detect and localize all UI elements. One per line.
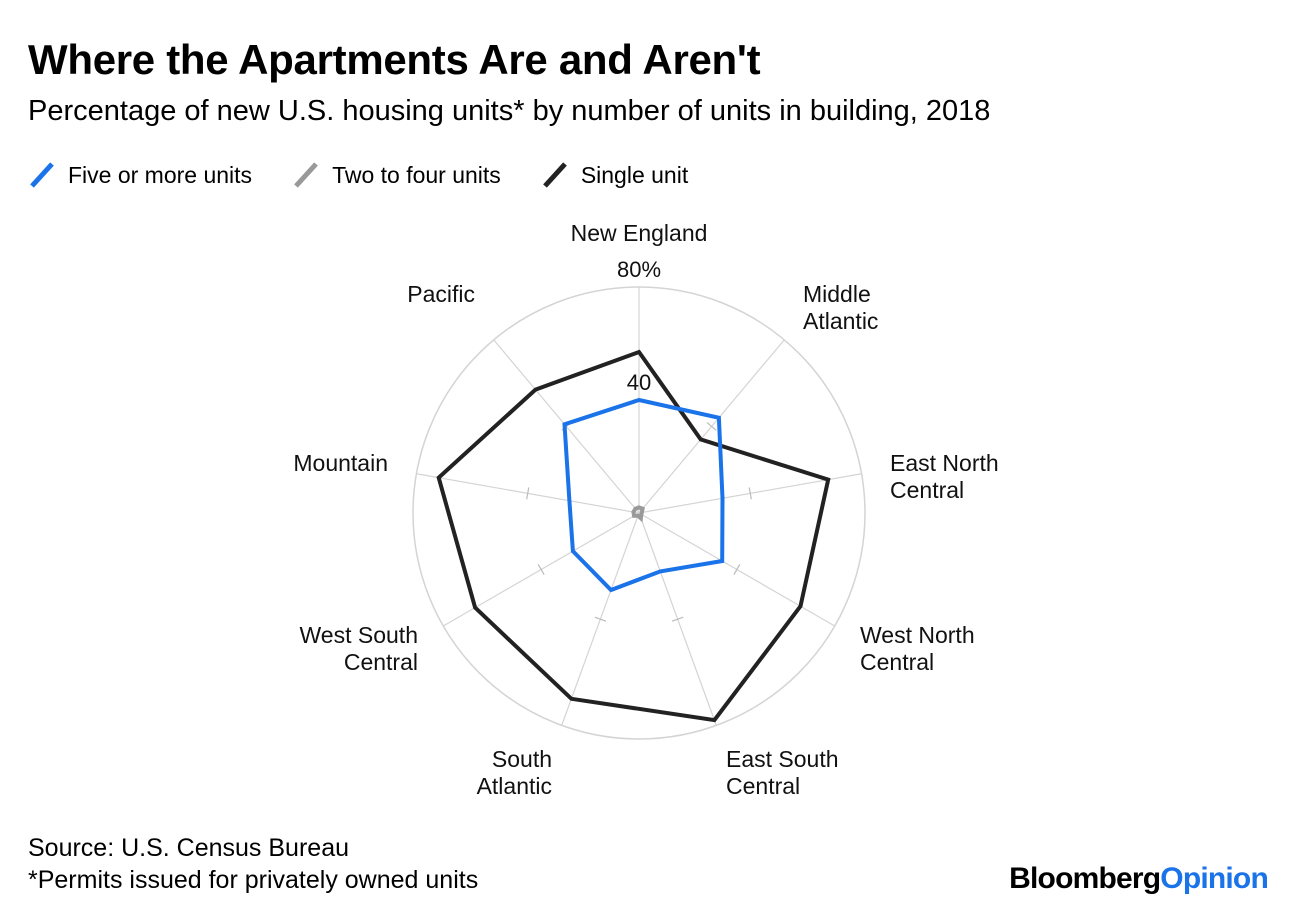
chart-subtitle: Percentage of new U.S. housing units* by… — [28, 95, 991, 127]
category-label: Mountain — [293, 450, 388, 476]
category-label: West North — [860, 622, 975, 648]
bloomberg-opinion-logo: BloombergOpinion — [1009, 862, 1269, 896]
legend-item-five-or-more: Five or more units — [28, 161, 252, 189]
category-label: East North — [890, 450, 999, 476]
chart-title: Where the Apartments Are and Aren't — [28, 36, 761, 83]
category-label: Central — [726, 773, 800, 799]
category-label: New England — [571, 220, 708, 246]
series-line-five-or-more-units — [562, 397, 725, 593]
grid-tick-40 — [706, 422, 717, 431]
legend-item-two-to-four: Two to four units — [292, 161, 501, 189]
category-label: Middle — [803, 281, 871, 307]
category-label: Atlantic — [803, 308, 878, 334]
grid-tick-40 — [526, 487, 530, 500]
legend-label-single-unit: Single unit — [580, 161, 689, 188]
series-line-single-unit — [436, 349, 831, 723]
grid-tick-40 — [671, 616, 684, 622]
logo-suffix: Opinion — [1160, 862, 1269, 895]
source-text: Source: U.S. Census Bureau — [28, 834, 349, 862]
grid-tick-40 — [748, 487, 752, 500]
radar-series — [436, 349, 831, 723]
grid-tick-40 — [537, 564, 545, 575]
grid-tick-40 — [594, 616, 607, 622]
grid-tick-40 — [733, 564, 741, 575]
legend-item-single-unit: Single unit — [541, 161, 688, 189]
category-label: South — [492, 746, 552, 772]
category-label: Central — [860, 649, 934, 675]
legend-swatch-five-or-more — [30, 162, 54, 188]
category-label: Pacific — [407, 281, 475, 307]
radial-tick-label: 40 — [627, 370, 651, 395]
category-label: Atlantic — [477, 773, 552, 799]
category-label: West South — [300, 622, 418, 648]
legend: Five or more units Two to four units Sin… — [28, 158, 728, 192]
footnote-text: *Permits issued for privately owned unit… — [28, 866, 479, 894]
legend-label-two-to-four: Two to four units — [332, 161, 501, 188]
category-label: East South — [726, 746, 839, 772]
radial-tick-label: 80% — [617, 257, 661, 282]
logo-brand: Bloomberg — [1009, 862, 1161, 895]
legend-swatch-two-to-four — [294, 162, 318, 188]
series-line-two-to-four-units — [631, 505, 645, 523]
category-label: Central — [344, 649, 418, 675]
legend-label-five-or-more: Five or more units — [68, 161, 253, 188]
legend-swatch-single-unit — [542, 162, 567, 188]
category-label: Central — [890, 477, 964, 503]
source-block: Source: U.S. Census Bureau *Permits issu… — [28, 832, 478, 896]
